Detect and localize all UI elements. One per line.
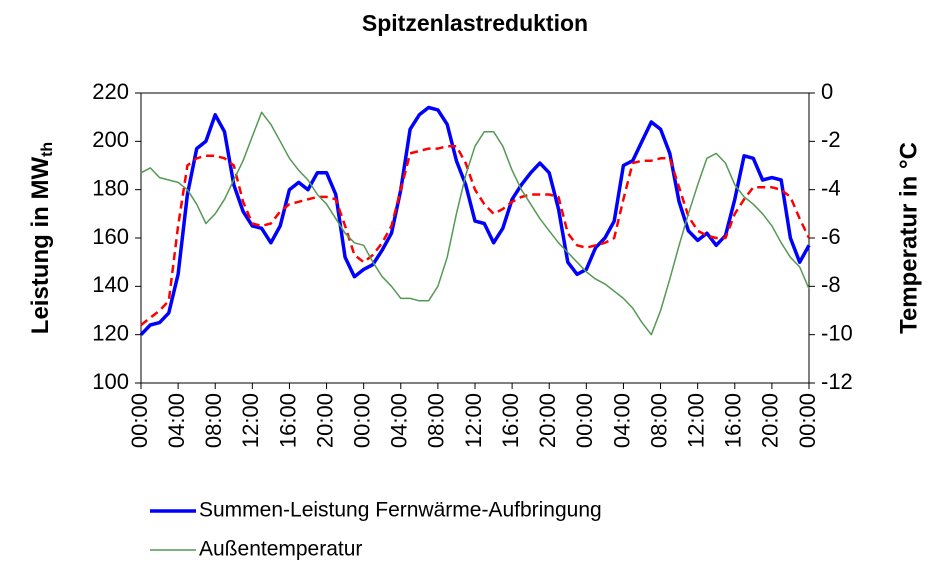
x-tick-label: 16:00 [498, 393, 523, 448]
x-tick-label: 08:00 [201, 393, 226, 448]
x-tick-label: 12:00 [683, 393, 708, 448]
x-tick-label: 00:00 [572, 393, 597, 448]
x-tick-label: 12:00 [461, 393, 486, 448]
x-tick-label: 08:00 [646, 393, 671, 448]
x-tick-label: 08:00 [424, 393, 449, 448]
y2-tick-label: -6 [821, 224, 841, 249]
x-tick-label: 20:00 [758, 393, 783, 448]
x-tick-label: 04:00 [609, 393, 634, 448]
x-tick-label: 20:00 [535, 393, 560, 448]
x-tick-label: 12:00 [238, 393, 263, 448]
x-tick-label: 16:00 [721, 393, 746, 448]
y-tick-label: 160 [92, 224, 129, 249]
legend-label: Summen-Leistung Fernwärme-Aufbringung [199, 499, 602, 522]
y2-axis-label: Temperatur in °C [895, 142, 922, 334]
x-tick-label: 00:00 [127, 393, 152, 448]
series-line [139, 105, 811, 336]
y-axis-label-subscript: th [39, 142, 56, 157]
x-tick-label: 04:00 [164, 393, 189, 448]
y2-tick-label: -10 [821, 320, 853, 345]
y-tick-label: 140 [92, 272, 129, 297]
y-tick-label: 120 [92, 320, 129, 345]
x-tick-label: 00:00 [349, 393, 374, 448]
y2-tick-label: 0 [821, 79, 833, 104]
x-tick-label: 16:00 [275, 393, 300, 448]
series-line [140, 144, 811, 326]
y2-tick-label: -12 [821, 369, 853, 394]
y2-tick-label: -2 [821, 127, 841, 152]
y-axis-label: Leistung in MWth [27, 142, 56, 334]
x-tick-label: 00:00 [795, 393, 820, 448]
y2-tick-label: -8 [821, 272, 841, 297]
series-line [140, 111, 810, 336]
x-tick-label: 04:00 [387, 393, 412, 448]
legend-label: Außentemperatur [199, 538, 362, 561]
x-tick-label: 20:00 [312, 393, 337, 448]
y-tick-label: 200 [92, 127, 129, 152]
y-axis-label-text: Leistung in MW [27, 157, 54, 335]
y2-tick-label: -4 [821, 175, 841, 200]
chart-title: Spitzenlastreduktion [362, 10, 588, 36]
y-tick-label: 220 [92, 79, 129, 104]
y-tick-label: 100 [92, 369, 129, 394]
y-tick-label: 180 [92, 175, 129, 200]
